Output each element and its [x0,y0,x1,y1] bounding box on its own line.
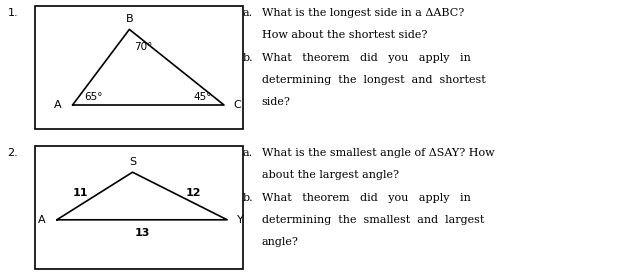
Text: 45°: 45° [194,92,212,102]
Text: B: B [126,14,133,24]
Text: determining  the  smallest  and  largest: determining the smallest and largest [262,215,484,225]
Bar [35,146,243,269]
Text: 12: 12 [186,188,201,198]
Text: b.: b. [243,193,254,204]
Text: What is the smallest angle of ΔSAY? How: What is the smallest angle of ΔSAY? How [262,148,495,158]
Text: 65°: 65° [84,92,102,102]
Text: 70°: 70° [134,42,153,52]
Text: A: A [54,100,61,110]
Text: about the largest angle?: about the largest angle? [262,170,399,180]
Text: 1.: 1. [8,8,18,18]
Text: determining  the  longest  and  shortest: determining the longest and shortest [262,75,486,85]
Text: What   theorem   did   you   apply   in: What theorem did you apply in [262,193,471,204]
Bar [35,6,243,129]
Text: 2.: 2. [8,148,18,158]
Text: a.: a. [243,148,253,158]
Text: a.: a. [243,8,253,18]
Text: 11: 11 [73,188,88,198]
Text: What is the longest side in a ΔABC?: What is the longest side in a ΔABC? [262,8,464,18]
Text: 13: 13 [134,228,150,238]
Text: side?: side? [262,97,291,107]
Text: angle?: angle? [262,237,298,247]
Text: Y: Y [237,215,244,225]
Text: b.: b. [243,53,254,64]
Text: C: C [233,100,241,110]
Text: What   theorem   did   you   apply   in: What theorem did you apply in [262,53,471,64]
Text: A: A [38,215,45,225]
Text: How about the shortest side?: How about the shortest side? [262,30,427,40]
Text: S: S [129,157,136,167]
